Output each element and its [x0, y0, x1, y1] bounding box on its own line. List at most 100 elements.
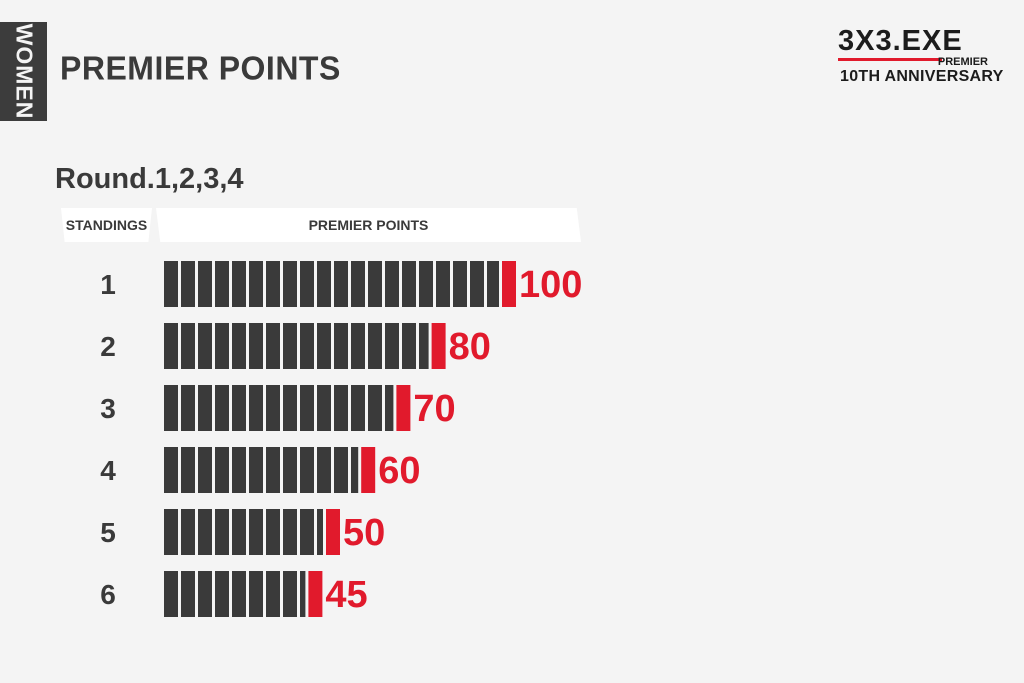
bar-segment	[181, 571, 195, 617]
bar-row-6: 6 45	[100, 571, 368, 617]
bar-segment	[249, 447, 263, 493]
bar-segment	[215, 509, 229, 555]
bar-segment	[215, 323, 229, 369]
bar-segment	[164, 571, 178, 617]
bar-segment	[283, 323, 297, 369]
bar-segment	[181, 323, 195, 369]
value-label-6: 45	[325, 574, 367, 616]
bar-segment	[385, 385, 394, 431]
logo-anniversary-text: 10TH ANNIVERSARY	[840, 68, 1004, 85]
bar-segment	[181, 447, 195, 493]
rank-label-3: 3	[100, 393, 116, 424]
bar-segment	[351, 323, 365, 369]
bar-segment	[249, 509, 263, 555]
logo-3x3exe: 3X3.EXE PREMIER 10TH ANNIVERSARY	[838, 25, 1003, 90]
bar-segment	[232, 571, 246, 617]
bar-segment	[164, 261, 178, 307]
bar-segment	[215, 571, 229, 617]
bar-segment	[232, 509, 246, 555]
bar-tip-2	[431, 323, 446, 369]
bar-segment	[249, 261, 263, 307]
bar-segment	[215, 385, 229, 431]
standings-header-label: STANDINGS	[65, 217, 148, 233]
bar-row-1: 1 100	[100, 261, 582, 307]
bar-segment	[181, 385, 195, 431]
points-header: PREMIER POINTS	[156, 208, 581, 242]
bar-segment	[232, 323, 246, 369]
bar-segment	[215, 447, 229, 493]
bar-segment	[164, 509, 178, 555]
bar-segment	[164, 447, 178, 493]
bar-segment	[351, 261, 365, 307]
rank-label-6: 6	[100, 579, 116, 610]
bar-segment	[300, 447, 314, 493]
bar-segment	[317, 323, 331, 369]
bar-segment	[385, 323, 399, 369]
bar-segment	[402, 323, 416, 369]
bar-tip-1	[502, 261, 516, 307]
bar-segment	[385, 261, 399, 307]
bar-segment	[300, 323, 314, 369]
bar-segment	[300, 261, 314, 307]
bar-tip-3	[396, 385, 411, 431]
bar-tip-5	[326, 509, 340, 555]
value-label-1: 100	[519, 264, 582, 306]
bar-segment	[283, 509, 297, 555]
logo-premier-text: PREMIER	[937, 56, 988, 68]
bar-segment	[351, 447, 359, 493]
bar-segment	[232, 447, 246, 493]
bar-segment	[198, 509, 212, 555]
bar-segment	[164, 323, 178, 369]
bar-row-5: 5 50	[100, 509, 385, 555]
bar-row-3: 3 70	[100, 385, 456, 431]
bar-segment	[317, 509, 323, 555]
bar-segment	[368, 323, 382, 369]
bar-segment	[198, 447, 212, 493]
chart-subtitle: Round.1,2,3,4	[55, 163, 244, 195]
bar-segment	[215, 261, 229, 307]
bar-segment	[249, 385, 263, 431]
bar-segment	[487, 261, 499, 307]
bar-segment	[453, 261, 467, 307]
logo-underline	[838, 58, 942, 61]
points-header-label: PREMIER POINTS	[308, 217, 429, 233]
value-label-5: 50	[343, 512, 385, 554]
page-title: PREMIER POINTS	[60, 49, 341, 87]
bar-row-4: 4 60	[100, 447, 420, 493]
bar-segment	[419, 261, 433, 307]
logo-mark: 3X3.EXE	[838, 25, 963, 57]
standings-header: STANDINGS	[61, 208, 152, 242]
bar-segment	[470, 261, 484, 307]
bar-segment	[164, 385, 178, 431]
bar-segment	[283, 261, 297, 307]
bar-segment	[266, 571, 280, 617]
bar-segment	[317, 385, 331, 431]
bar-segment	[266, 385, 280, 431]
value-label-3: 70	[413, 388, 455, 430]
women-side-tab: WOMEN	[0, 22, 47, 121]
bar-segment	[181, 509, 195, 555]
bar-segment	[334, 261, 348, 307]
bar-segment	[283, 385, 297, 431]
bar-segment	[249, 571, 263, 617]
bar-segment	[266, 323, 280, 369]
bar-segment	[334, 323, 348, 369]
bar-segment	[232, 385, 246, 431]
bar-segment	[198, 323, 212, 369]
value-label-2: 80	[449, 326, 491, 368]
bar-segment	[368, 261, 382, 307]
bar-segment	[436, 261, 450, 307]
bar-segment	[283, 447, 297, 493]
bar-segment	[351, 385, 365, 431]
bar-segment	[181, 261, 195, 307]
rank-label-5: 5	[100, 517, 116, 548]
bar-segment	[232, 261, 246, 307]
value-label-4: 60	[378, 450, 420, 492]
bar-segment	[266, 509, 280, 555]
bar-segment	[334, 385, 348, 431]
bar-segment	[266, 447, 280, 493]
bar-segment	[198, 385, 212, 431]
rank-label-1: 1	[100, 269, 116, 300]
bar-segment	[419, 323, 429, 369]
